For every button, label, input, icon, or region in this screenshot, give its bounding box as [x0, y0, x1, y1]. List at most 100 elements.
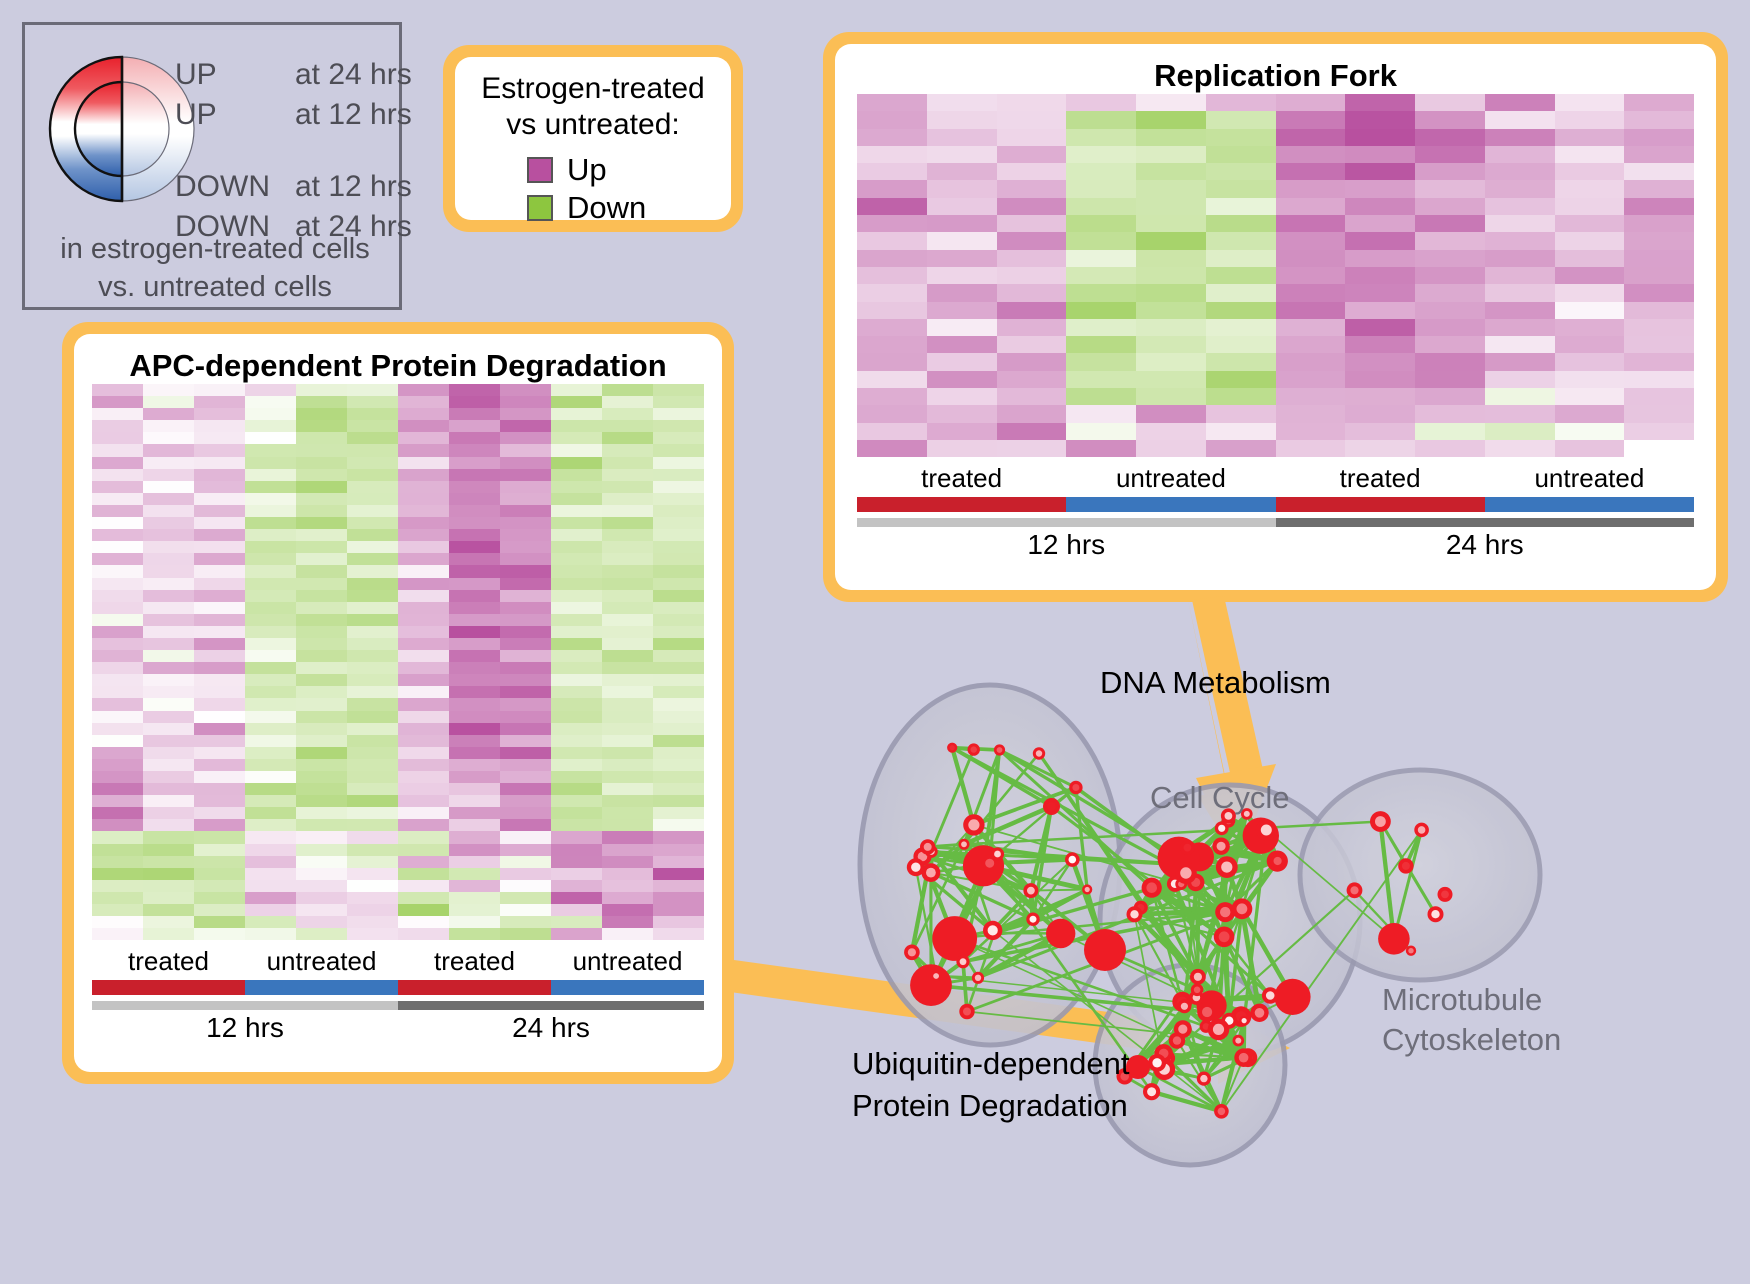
heatmap-cell — [296, 408, 347, 420]
network-node[interactable] — [904, 945, 920, 961]
network-node[interactable] — [1175, 862, 1197, 884]
network-node[interactable] — [1438, 887, 1453, 902]
network-node[interactable] — [1197, 1002, 1217, 1022]
network-node[interactable] — [1215, 821, 1229, 835]
network-node[interactable] — [1177, 999, 1191, 1013]
network-node[interactable] — [947, 743, 957, 753]
heatmap-cell — [1136, 267, 1206, 284]
heatmap-cell — [296, 783, 347, 795]
network-node[interactable] — [1023, 883, 1038, 898]
label-line-1: Ubiquitin-dependent — [852, 1043, 1130, 1085]
heatmap-cell — [143, 868, 194, 880]
network-node[interactable] — [968, 743, 980, 755]
network-node[interactable] — [932, 916, 977, 961]
node-inner-core — [1266, 991, 1275, 1000]
heatmap-cell — [1206, 405, 1276, 422]
network-node[interactable] — [1216, 856, 1238, 878]
network-node[interactable] — [1065, 852, 1080, 867]
network-node[interactable] — [1274, 979, 1310, 1015]
network-node[interactable] — [1191, 984, 1204, 997]
heatmap-cell — [602, 759, 653, 771]
heatmap-cell — [1555, 440, 1625, 457]
network-node[interactable] — [1262, 987, 1279, 1004]
network-node[interactable] — [1214, 927, 1235, 948]
heatmap-cell — [602, 880, 653, 892]
network-node[interactable] — [1250, 1004, 1268, 1022]
heatmap-cell — [398, 650, 449, 662]
heatmap-cell — [143, 686, 194, 698]
network-node[interactable] — [1148, 1054, 1166, 1072]
heatmap-cell — [1136, 440, 1206, 457]
network-node[interactable] — [1208, 1019, 1230, 1041]
network-node[interactable] — [994, 744, 1005, 755]
network-node[interactable] — [1398, 858, 1413, 873]
network-node[interactable] — [983, 921, 1002, 940]
network-node[interactable] — [1370, 811, 1391, 832]
network-node[interactable] — [991, 847, 1004, 860]
heatmap-cell — [551, 807, 602, 819]
network-node[interactable] — [1069, 781, 1082, 794]
network-node[interactable] — [1239, 1016, 1249, 1026]
heatmap-cell — [92, 735, 143, 747]
network-node[interactable] — [963, 814, 984, 835]
heatmap-cell — [500, 384, 551, 396]
network-node[interactable] — [1046, 919, 1075, 948]
network-node[interactable] — [1414, 823, 1429, 838]
heatmap-cell — [500, 602, 551, 614]
heatmap-cell — [398, 674, 449, 686]
heatmap-cell — [296, 602, 347, 614]
heatmap-cell — [602, 868, 653, 880]
network-node[interactable] — [1378, 923, 1410, 955]
heatmap-cell — [143, 565, 194, 577]
network-node[interactable] — [959, 1004, 974, 1019]
network-node[interactable] — [1026, 913, 1039, 926]
network-node[interactable] — [959, 839, 970, 850]
heatmap-cell — [653, 650, 704, 662]
timepoint-bar-segment — [92, 1001, 398, 1010]
network-node[interactable] — [1270, 853, 1286, 869]
network-node[interactable] — [1212, 838, 1229, 855]
network-node[interactable] — [1234, 1048, 1253, 1067]
network-node[interactable] — [1233, 1035, 1245, 1047]
heatmap-cell — [449, 747, 500, 759]
network-node[interactable] — [1043, 798, 1060, 815]
network-node[interactable] — [1142, 878, 1162, 898]
network-node[interactable] — [910, 964, 952, 1006]
network-node[interactable] — [1143, 1083, 1160, 1100]
heatmap-cell — [92, 904, 143, 916]
network-node[interactable] — [1169, 1032, 1185, 1048]
heatmap-cell — [857, 405, 927, 422]
timepoint-color-bar — [92, 1001, 704, 1010]
heatmap-cell — [1066, 180, 1136, 197]
network-node[interactable] — [1256, 819, 1277, 840]
heatmap-cell — [245, 590, 296, 602]
column-group-labels: treated untreated treated untreated — [857, 463, 1694, 494]
network-node[interactable] — [931, 971, 942, 982]
network-node[interactable] — [1084, 929, 1126, 971]
network-node[interactable] — [972, 972, 984, 984]
heatmap-cell — [1066, 215, 1136, 232]
network-node[interactable] — [1232, 898, 1253, 919]
group-label: treated — [92, 946, 245, 977]
network-node[interactable] — [1190, 969, 1206, 985]
network-node[interactable] — [920, 839, 935, 854]
network-node[interactable] — [1180, 840, 1195, 855]
heatmap-cell — [449, 384, 500, 396]
heatmap-cell — [857, 250, 927, 267]
heatmap-cell — [296, 457, 347, 469]
network-node[interactable] — [1428, 906, 1444, 922]
network-node[interactable] — [1214, 1104, 1229, 1119]
heatmap-cell — [194, 517, 245, 529]
network-node[interactable] — [1406, 946, 1416, 956]
heatmap-cell — [1066, 353, 1136, 370]
network-node[interactable] — [1033, 747, 1045, 759]
network-node[interactable] — [1127, 906, 1143, 922]
network-node[interactable] — [1197, 1072, 1211, 1086]
network-node[interactable] — [907, 858, 925, 876]
heatmap-cell — [1136, 129, 1206, 146]
network-node[interactable] — [956, 955, 969, 968]
network-node[interactable] — [1082, 884, 1092, 894]
network-node[interactable] — [1347, 882, 1363, 898]
heatmap-cell — [347, 807, 398, 819]
heatmap-cell — [143, 529, 194, 541]
